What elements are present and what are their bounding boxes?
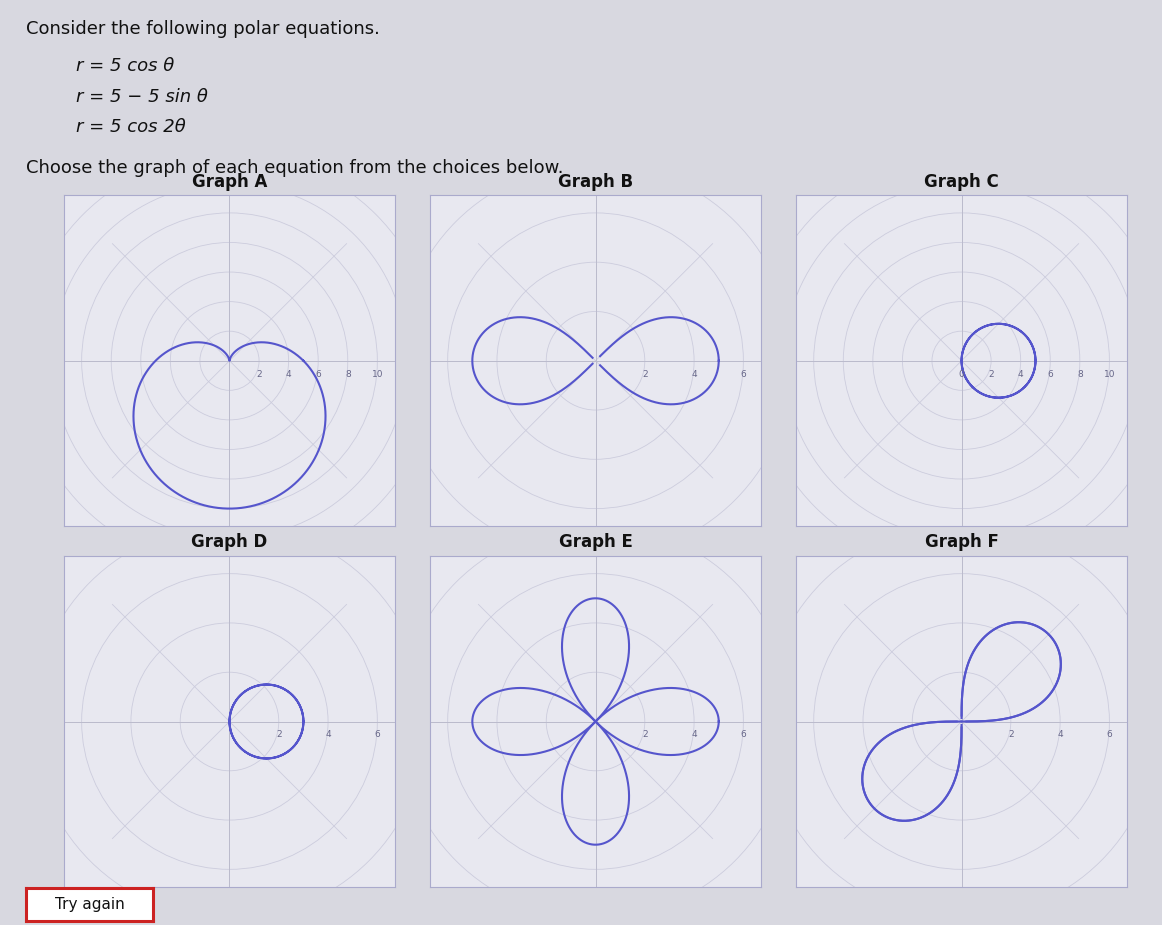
- Text: r = 5 cos 2θ: r = 5 cos 2θ: [76, 118, 185, 136]
- Text: 2: 2: [275, 731, 281, 739]
- Text: Try again: Try again: [55, 897, 124, 912]
- Text: 4: 4: [1057, 731, 1063, 739]
- Text: 8: 8: [345, 370, 351, 378]
- Text: 4: 4: [325, 731, 331, 739]
- Text: Graph B: Graph B: [558, 173, 633, 191]
- Text: r = 5 − 5 sin θ: r = 5 − 5 sin θ: [76, 88, 207, 105]
- Text: Graph A: Graph A: [192, 173, 267, 191]
- Text: 2: 2: [641, 370, 647, 378]
- Text: 4: 4: [286, 370, 292, 378]
- Text: 6: 6: [740, 370, 746, 378]
- Text: 10: 10: [372, 370, 383, 378]
- Text: 6: 6: [315, 370, 321, 378]
- Text: 4: 4: [691, 370, 697, 378]
- Text: 6: 6: [740, 731, 746, 739]
- Text: Graph F: Graph F: [925, 534, 998, 551]
- Text: Graph E: Graph E: [559, 534, 632, 551]
- Text: 8: 8: [1077, 370, 1083, 378]
- Text: Graph C: Graph C: [924, 173, 999, 191]
- Text: 10: 10: [1104, 370, 1116, 378]
- Text: Graph D: Graph D: [192, 534, 267, 551]
- Text: r = 5 cos θ: r = 5 cos θ: [76, 57, 174, 75]
- Text: Consider the following polar equations.: Consider the following polar equations.: [26, 20, 380, 38]
- Text: 2: 2: [1007, 731, 1013, 739]
- Text: Choose the graph of each equation from the choices below.: Choose the graph of each equation from t…: [26, 159, 564, 177]
- Text: 6: 6: [1106, 731, 1112, 739]
- Text: 6: 6: [374, 731, 380, 739]
- Text: 0: 0: [959, 370, 964, 378]
- Text: 2: 2: [641, 731, 647, 739]
- Text: 4: 4: [1018, 370, 1024, 378]
- Text: 4: 4: [691, 731, 697, 739]
- Text: 2: 2: [989, 370, 994, 378]
- Text: 6: 6: [1047, 370, 1053, 378]
- Text: 2: 2: [257, 370, 261, 378]
